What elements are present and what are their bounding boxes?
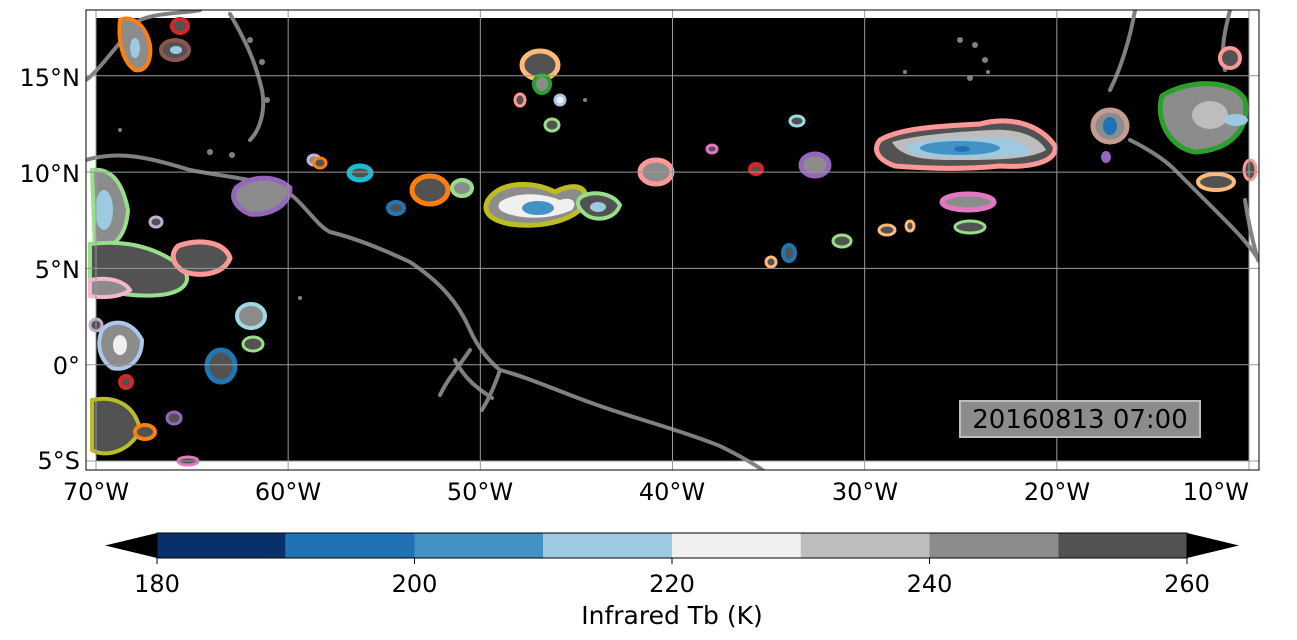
lat-label: 5°S bbox=[37, 447, 80, 475]
cloud-system bbox=[88, 16, 293, 456]
lon-label: 10°W bbox=[1183, 478, 1249, 506]
lon-label: 40°W bbox=[639, 478, 705, 506]
lat-label: 0° bbox=[53, 352, 80, 380]
colorbar-segment bbox=[157, 533, 286, 558]
lon-label: 60°W bbox=[255, 478, 321, 506]
colorbar: 180 200 220 240 260 Infrared Tb (K) bbox=[105, 532, 1239, 630]
map-frame-outline bbox=[85, 9, 1260, 471]
colorbar-tick-label: 260 bbox=[1164, 570, 1210, 598]
colorbar-segment bbox=[672, 533, 801, 558]
colorbar-segment bbox=[1058, 533, 1187, 558]
lat-label: 15°N bbox=[20, 64, 81, 92]
coastlines bbox=[86, 10, 1259, 470]
colorbar-segment bbox=[543, 533, 672, 558]
small-islands bbox=[118, 37, 990, 300]
colorbar-ticks: 180 200 220 240 260 bbox=[134, 558, 1210, 598]
timestamp-box: 20160813 07:00 bbox=[959, 400, 1201, 438]
colorbar-tick-label: 220 bbox=[649, 570, 695, 598]
colorbar-extend-high bbox=[1187, 533, 1239, 558]
cloud-system bbox=[874, 118, 1058, 171]
colorbar-segments bbox=[157, 533, 1187, 558]
lon-label: 70°W bbox=[63, 478, 129, 506]
colorbar-extend-low bbox=[105, 533, 157, 558]
lon-label: 30°W bbox=[832, 478, 898, 506]
lat-label: 5°N bbox=[35, 256, 80, 284]
colorbar-segment bbox=[800, 533, 930, 558]
colorbar-segment bbox=[414, 533, 544, 558]
lon-label: 20°W bbox=[1024, 478, 1090, 506]
colorbar-tick-label: 240 bbox=[907, 570, 953, 598]
colorbar-segment bbox=[285, 533, 415, 558]
lon-label: 50°W bbox=[447, 478, 513, 506]
colorbar-tick-label: 200 bbox=[392, 570, 438, 598]
colorbar-tick-label: 180 bbox=[134, 570, 180, 598]
latitude-labels: 15°N 10°N 5°N 0° 5°S bbox=[20, 64, 81, 475]
timestamp-text: 20160813 07:00 bbox=[972, 405, 1188, 435]
lat-label: 10°N bbox=[20, 160, 81, 188]
colorbar-label: Infrared Tb (K) bbox=[581, 601, 763, 630]
gridlines bbox=[86, 10, 1259, 470]
longitude-labels: 70°W 60°W 50°W 40°W 30°W 20°W 10°W bbox=[63, 478, 1249, 506]
cloud-system bbox=[483, 181, 623, 228]
colorbar-segment bbox=[929, 533, 1059, 558]
cloud-system bbox=[88, 46, 1258, 467]
cloud-systems bbox=[88, 16, 1258, 467]
